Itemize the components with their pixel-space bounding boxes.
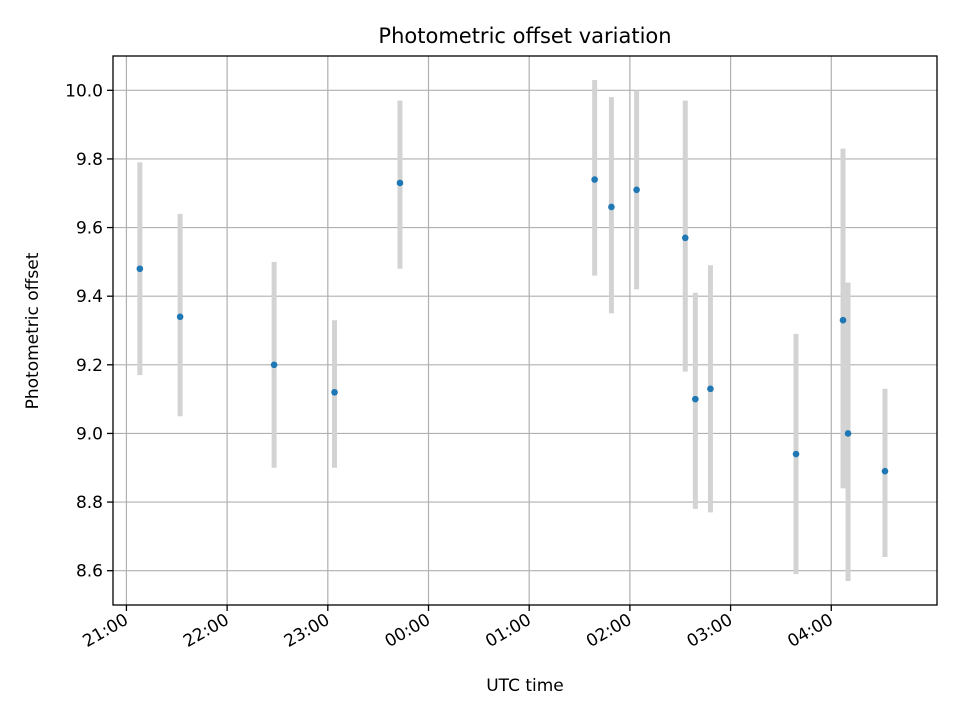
x-tick-label: 04:00 xyxy=(784,610,836,652)
grid-layer xyxy=(113,56,937,605)
plot-frame xyxy=(112,55,938,606)
y-tick-label: 8.6 xyxy=(76,562,103,582)
y-tick-label: 9.8 xyxy=(76,150,103,170)
data-point xyxy=(839,316,847,324)
x-tick-label: 01:00 xyxy=(482,610,534,652)
data-point xyxy=(692,395,699,403)
y-axis-ticks: 8.6 8.8 9.0 9.2 9.4 9.6 9.8 10.0 xyxy=(65,81,113,582)
data-point xyxy=(591,176,598,183)
data-point xyxy=(608,203,615,211)
data-point xyxy=(707,385,714,393)
x-tick-label: 00:00 xyxy=(382,610,434,652)
point-layer xyxy=(136,176,889,475)
data-point xyxy=(136,265,144,273)
data-point xyxy=(396,179,404,187)
y-axis-label: Photometric offset xyxy=(23,252,43,409)
data-point xyxy=(176,313,184,321)
y-tick-label: 8.8 xyxy=(76,493,103,513)
y-tick-label: 10.0 xyxy=(65,81,103,101)
data-point xyxy=(270,361,278,369)
errorbar-layer xyxy=(137,80,888,581)
y-tick-label: 9.2 xyxy=(76,356,103,376)
data-point xyxy=(844,430,852,437)
y-tick-label: 9.4 xyxy=(76,287,103,307)
x-tick-label: 22:00 xyxy=(180,610,232,652)
chart-title: Photometric offset variation xyxy=(378,24,671,48)
data-point xyxy=(681,234,689,242)
x-tick-label: 21:00 xyxy=(79,610,131,652)
data-point xyxy=(331,388,338,396)
x-axis-label: UTC time xyxy=(486,676,564,696)
y-tick-label: 9.0 xyxy=(76,424,103,444)
data-point xyxy=(881,467,889,475)
data-point xyxy=(633,186,640,194)
x-axis-ticks: 21:00 22:00 23:00 00:00 01:00 02:00 03:00 04:00 xyxy=(79,605,837,652)
x-tick-label: 03:00 xyxy=(684,610,736,652)
x-tick-label: 23:00 xyxy=(281,610,333,652)
x-tick-label: 02:00 xyxy=(583,610,635,652)
data-point xyxy=(792,450,800,458)
y-tick-label: 9.6 xyxy=(76,219,103,239)
